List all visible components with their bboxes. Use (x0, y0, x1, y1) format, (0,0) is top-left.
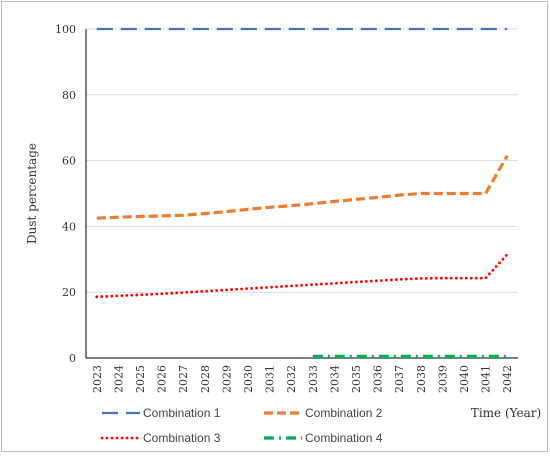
x-tick-label: 2042 (501, 365, 514, 393)
x-tick-label: 2027 (177, 365, 190, 393)
y-tick-label: 60 (62, 155, 76, 168)
x-tick-label: 2025 (134, 365, 147, 393)
x-tick-label: 2038 (415, 365, 428, 393)
y-tick-label: 100 (55, 23, 76, 36)
x-tick-label: 2036 (372, 365, 385, 393)
series-lines (95, 27, 509, 358)
y-tick-label: 80 (62, 89, 76, 102)
x-tick-label: 2023 (91, 365, 104, 393)
legend-label-combination-4: Combination 4 (305, 431, 383, 445)
y-axis-title: Dust percentage (25, 143, 39, 244)
x-axis-title: Time (Year) (471, 406, 541, 420)
legend-label-combination-1: Combination 1 (143, 406, 221, 420)
x-tick-label: 2037 (393, 365, 406, 393)
x-tick-label: 2032 (285, 365, 298, 393)
series-line-combination-3 (95, 253, 509, 299)
legend-label-combination-3: Combination 3 (143, 431, 221, 445)
legend: Combination 1 Combination 2 Combination 3 C… (100, 406, 383, 445)
x-tick-labels: 2023 2024 2025 2026 2027 2028 2029 2030 2031 2032… (91, 365, 514, 393)
legend-label-combination-2: Combination 2 (305, 406, 383, 420)
x-tick-label: 2030 (242, 365, 255, 393)
x-tick-label: 2034 (328, 365, 341, 393)
x-tick-label: 2033 (307, 365, 320, 393)
x-tick-label: 2040 (458, 365, 471, 393)
x-tick-label: 2039 (436, 365, 449, 393)
x-tick-label: 2029 (220, 365, 233, 393)
x-tick-label: 2041 (480, 365, 493, 393)
x-tick-label: 2024 (112, 365, 125, 393)
series-line-combination-2 (96, 154, 509, 220)
y-tick-label: 20 (62, 286, 76, 299)
gridlines (86, 28, 518, 293)
x-tick-label: 2031 (264, 365, 277, 393)
y-tick-labels: 0 20 40 60 80 100 (55, 23, 76, 365)
x-tick-label: 2035 (350, 365, 363, 393)
x-tick-label: 2028 (199, 365, 212, 393)
chart-container: 0 20 40 60 80 100 2023 2024 2025 2026 2027 2028 202… (1, 1, 548, 452)
y-tick-label: 40 (62, 220, 76, 233)
y-tick-label: 0 (69, 352, 76, 365)
x-tick-label: 2026 (156, 365, 169, 393)
